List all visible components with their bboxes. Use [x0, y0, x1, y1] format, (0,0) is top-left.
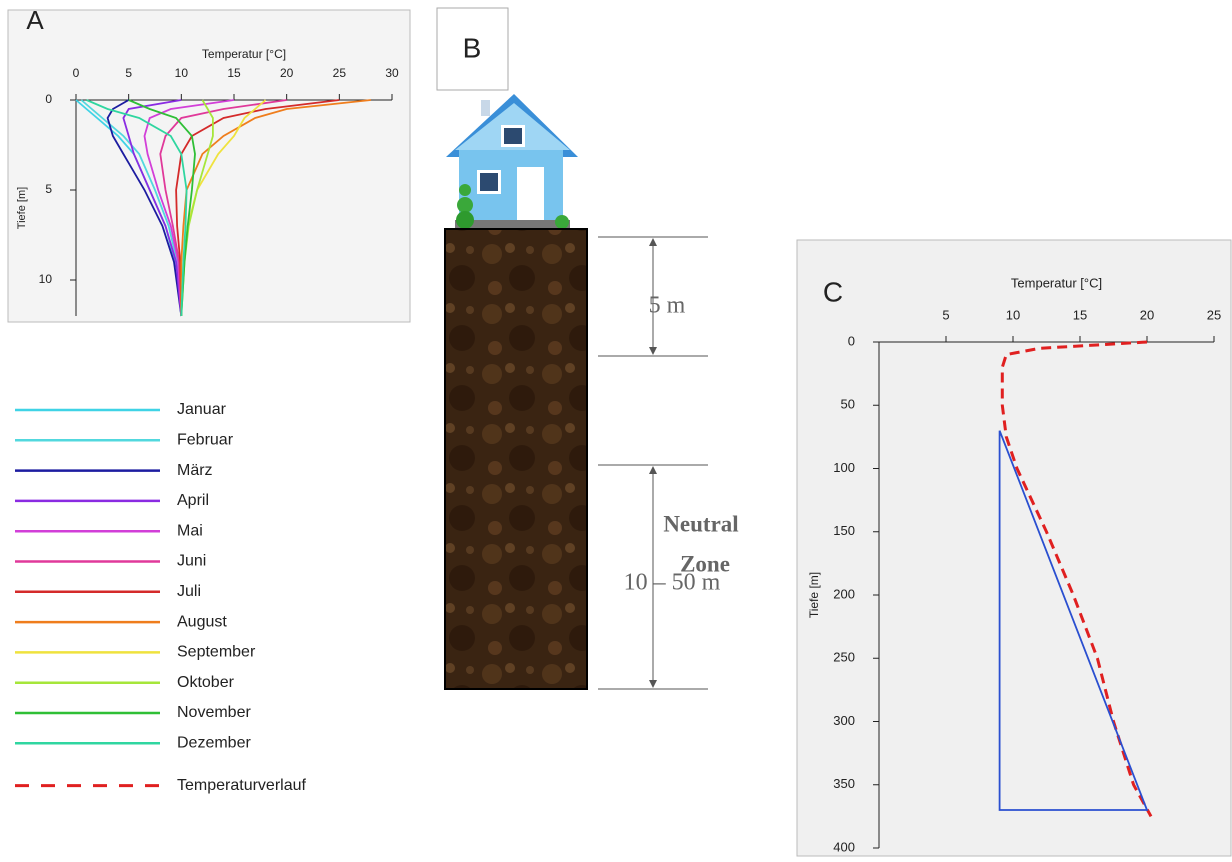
legend-label: Mai [177, 522, 203, 539]
y-axis-title: Tiefe [m] [807, 572, 821, 618]
zone-title: Neutral [663, 511, 738, 536]
panel-label: C [823, 276, 843, 307]
y-tick-label: 10 [39, 272, 53, 286]
y-tick-label: 50 [841, 397, 855, 412]
y-tick-label: 300 [833, 713, 855, 728]
x-tick-label: 25 [1207, 307, 1221, 322]
panel-a-frame [7, 9, 411, 323]
legend-label: Juli [177, 583, 201, 600]
x-tick-label: 15 [1073, 307, 1087, 322]
x-axis-title: Temperatur [°C] [1011, 275, 1102, 290]
x-tick-label: 15 [227, 66, 241, 80]
legend-label: August [177, 613, 227, 630]
x-axis-title: Temperatur [°C] [202, 47, 286, 61]
zone-depth: 10 – 50 m [624, 570, 721, 596]
legend-label: Oktober [177, 674, 235, 691]
soil-column [444, 228, 588, 690]
panel-b-frame [436, 7, 509, 91]
x-tick-label: 20 [280, 66, 294, 80]
y-tick-label: 5 [45, 182, 52, 196]
y-tick-label: 400 [833, 839, 855, 854]
y-tick-label: 200 [833, 586, 855, 601]
y-tick-label: 100 [833, 460, 855, 475]
legend-label: September [177, 644, 256, 661]
profile-line [180, 99, 371, 316]
profile-line [106, 99, 183, 317]
legend-label: Dezember [177, 735, 251, 752]
panel-c-frame [796, 239, 1232, 857]
y-tick-label: 350 [833, 776, 855, 791]
x-tick-label: 5 [125, 66, 132, 80]
dimension-lines [598, 236, 708, 690]
y-tick-label: 0 [45, 92, 52, 106]
depth-label: 5 m [649, 293, 686, 319]
legend-label: Juni [177, 553, 206, 570]
x-tick-label: 30 [385, 66, 399, 80]
y-tick-label: 150 [833, 523, 855, 538]
x-tick-label: 10 [175, 66, 189, 80]
panel-label: A [26, 5, 44, 35]
profile-line [143, 99, 235, 317]
y-tick-label: 250 [833, 650, 855, 665]
x-tick-label: 0 [73, 66, 80, 80]
house-icon [446, 94, 578, 229]
profile-line [80, 99, 183, 317]
x-tick-label: 5 [942, 307, 949, 322]
x-tick-label: 20 [1140, 307, 1154, 322]
y-axis-title: Tiefe [m] [16, 187, 28, 229]
legend: Januar Februar März April Mai Juni Juli August S… [15, 401, 307, 794]
profile-line [998, 430, 1149, 811]
x-tick-label: 25 [333, 66, 347, 80]
profile-line [86, 99, 188, 317]
zone-title: Zone [680, 551, 730, 576]
legend-label: März [177, 462, 213, 479]
legend-label: Temperaturverlauf [177, 777, 307, 794]
legend-label: November [177, 704, 251, 721]
legend-label: Februar [177, 432, 234, 449]
legend-label: April [177, 492, 209, 509]
profile-line [128, 99, 196, 317]
panel-label: B [463, 32, 482, 63]
x-tick-label: 10 [1006, 307, 1020, 322]
y-tick-label: 0 [848, 333, 855, 348]
profile-line [122, 99, 183, 317]
legend-label: Januar [177, 401, 227, 418]
